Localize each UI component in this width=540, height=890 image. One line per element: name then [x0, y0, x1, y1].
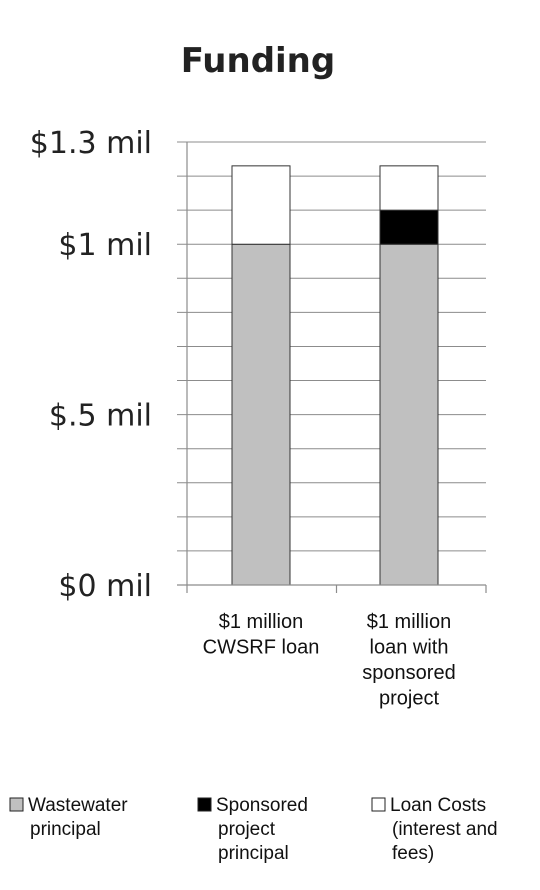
axes: [177, 142, 487, 593]
y-tick-label: $1.3 mil: [30, 126, 152, 161]
bar-segment-1-category-2: [379, 243, 439, 586]
gridlines: [177, 141, 486, 552]
bar-segment-3-category-1: [231, 165, 291, 245]
legend-label: Wastewater principal: [28, 795, 128, 840]
x-axis-labels: $1 million CWSRF loan $1 million loan with s…: [203, 611, 456, 710]
bars: [231, 165, 439, 586]
bar-segment-1-category-1: [231, 243, 291, 586]
legend-label: Loan Costs (interest and fees): [390, 795, 498, 864]
legend-swatch: [9, 797, 24, 812]
x-tick-label: $1 million loan with sponsored project: [362, 611, 455, 710]
x-tick-label: $1 million CWSRF loan: [203, 611, 320, 659]
y-axis-ticks: $0 mil $.5 mil $1 mil $1.3 mil: [30, 126, 152, 604]
legend-swatch: [197, 797, 212, 812]
bar-segment-3-category-2: [379, 165, 439, 211]
legend-swatch: [371, 797, 386, 812]
y-tick-label: $.5 mil: [49, 399, 152, 434]
y-tick-label: $0 mil: [58, 569, 152, 604]
legend: Wastewater principal Sponsored project princ…: [9, 795, 498, 864]
y-tick-label: $1 mil: [58, 228, 152, 263]
bar-segment-2-category-2: [379, 209, 439, 245]
legend-label: Sponsored project principal: [216, 795, 308, 864]
chart-title: Funding: [181, 41, 335, 81]
